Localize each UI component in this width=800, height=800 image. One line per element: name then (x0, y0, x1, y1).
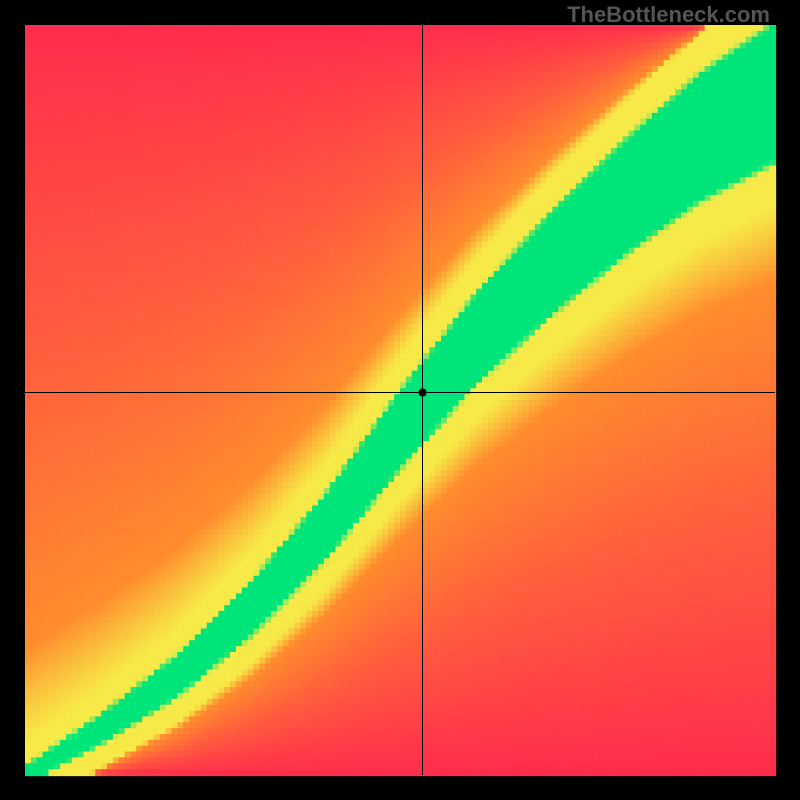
bottleneck-heatmap (0, 0, 800, 800)
watermark-text: TheBottleneck.com (567, 2, 770, 28)
chart-container: { "watermark": { "text": "TheBottleneck.… (0, 0, 800, 800)
